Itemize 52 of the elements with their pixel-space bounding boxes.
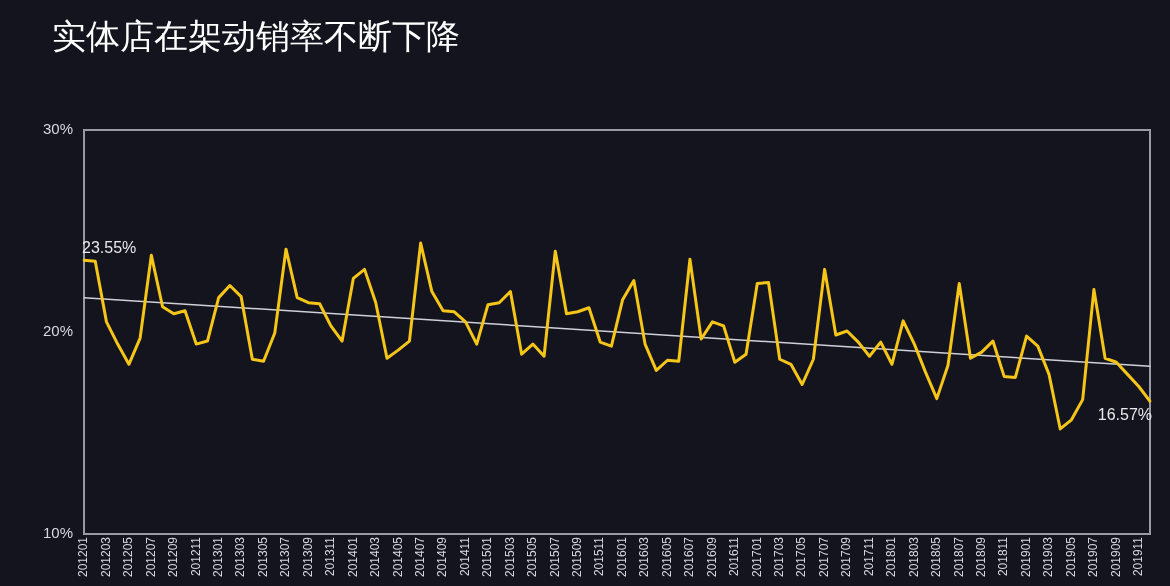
- x-tick-label: 201801: [884, 536, 899, 577]
- x-tick-label: 201409: [435, 536, 450, 577]
- x-tick-label: 201305: [255, 536, 270, 577]
- x-tick-label: 201411: [457, 536, 472, 577]
- x-tick-label: 201307: [278, 536, 293, 577]
- x-tick-label: 201501: [480, 536, 495, 577]
- x-tick-label: 201201: [76, 536, 91, 577]
- x-tick-label: 201603: [637, 536, 652, 577]
- x-tick-label: 201909: [1108, 536, 1123, 577]
- x-tick-label: 201907: [1086, 536, 1101, 577]
- x-tick-label: 201703: [772, 536, 787, 577]
- y-tick-label: 20%: [42, 322, 74, 340]
- x-tick-label: 201811: [996, 536, 1011, 577]
- y-tick-label: 30%: [42, 120, 74, 138]
- x-tick-label: 201701: [749, 536, 764, 577]
- x-tick-label: 201809: [974, 536, 988, 577]
- x-tick-label: 201207: [143, 536, 158, 577]
- x-tick-label: 201303: [233, 536, 248, 577]
- x-tick-label: 201709: [839, 536, 854, 577]
- x-tick-label: 201209: [166, 536, 181, 577]
- x-tick-label: 201609: [704, 536, 719, 577]
- x-tick-label: 201205: [121, 536, 136, 577]
- x-tick-label: 201905: [1063, 536, 1078, 577]
- x-tick-label: 201301: [210, 536, 225, 577]
- x-tick-label: 201903: [1041, 536, 1056, 577]
- x-tick-label: 201707: [816, 536, 831, 577]
- x-tick-label: 201601: [614, 536, 629, 577]
- x-tick-label: 201309: [300, 536, 315, 577]
- x-tick-label: 201911: [1131, 536, 1146, 577]
- x-tick-label: 201705: [794, 536, 809, 577]
- chart-title: 实体店在架动销率不断下降: [52, 15, 460, 58]
- x-tick-label: 201505: [525, 536, 540, 577]
- x-tick-label: 201611: [727, 536, 742, 577]
- x-tick-label: 201507: [547, 536, 562, 577]
- x-tick-label: 201211: [188, 536, 203, 577]
- x-tick-label: 201605: [659, 536, 674, 577]
- x-tick-label: 201607: [682, 536, 697, 577]
- x-tick-label: 201807: [951, 536, 966, 577]
- x-tick-label: 201901: [1018, 536, 1033, 577]
- x-tick-label: 201803: [906, 536, 921, 577]
- x-tick-label: 201509: [570, 536, 585, 577]
- x-tick-label: 201403: [368, 536, 383, 577]
- x-tick-label: 201711: [861, 536, 876, 577]
- x-tick-label: 201407: [412, 536, 427, 577]
- x-tick-label: 201405: [390, 536, 405, 577]
- x-tick-label: 201805: [929, 536, 944, 577]
- x-tick-label: 201203: [98, 536, 113, 577]
- x-tick-label: 201503: [502, 536, 517, 577]
- x-tick-label: 201511: [592, 536, 607, 577]
- y-tick-label: 10%: [42, 524, 74, 542]
- x-tick-label: 201401: [345, 536, 360, 577]
- x-tick-label: 201311: [323, 536, 338, 577]
